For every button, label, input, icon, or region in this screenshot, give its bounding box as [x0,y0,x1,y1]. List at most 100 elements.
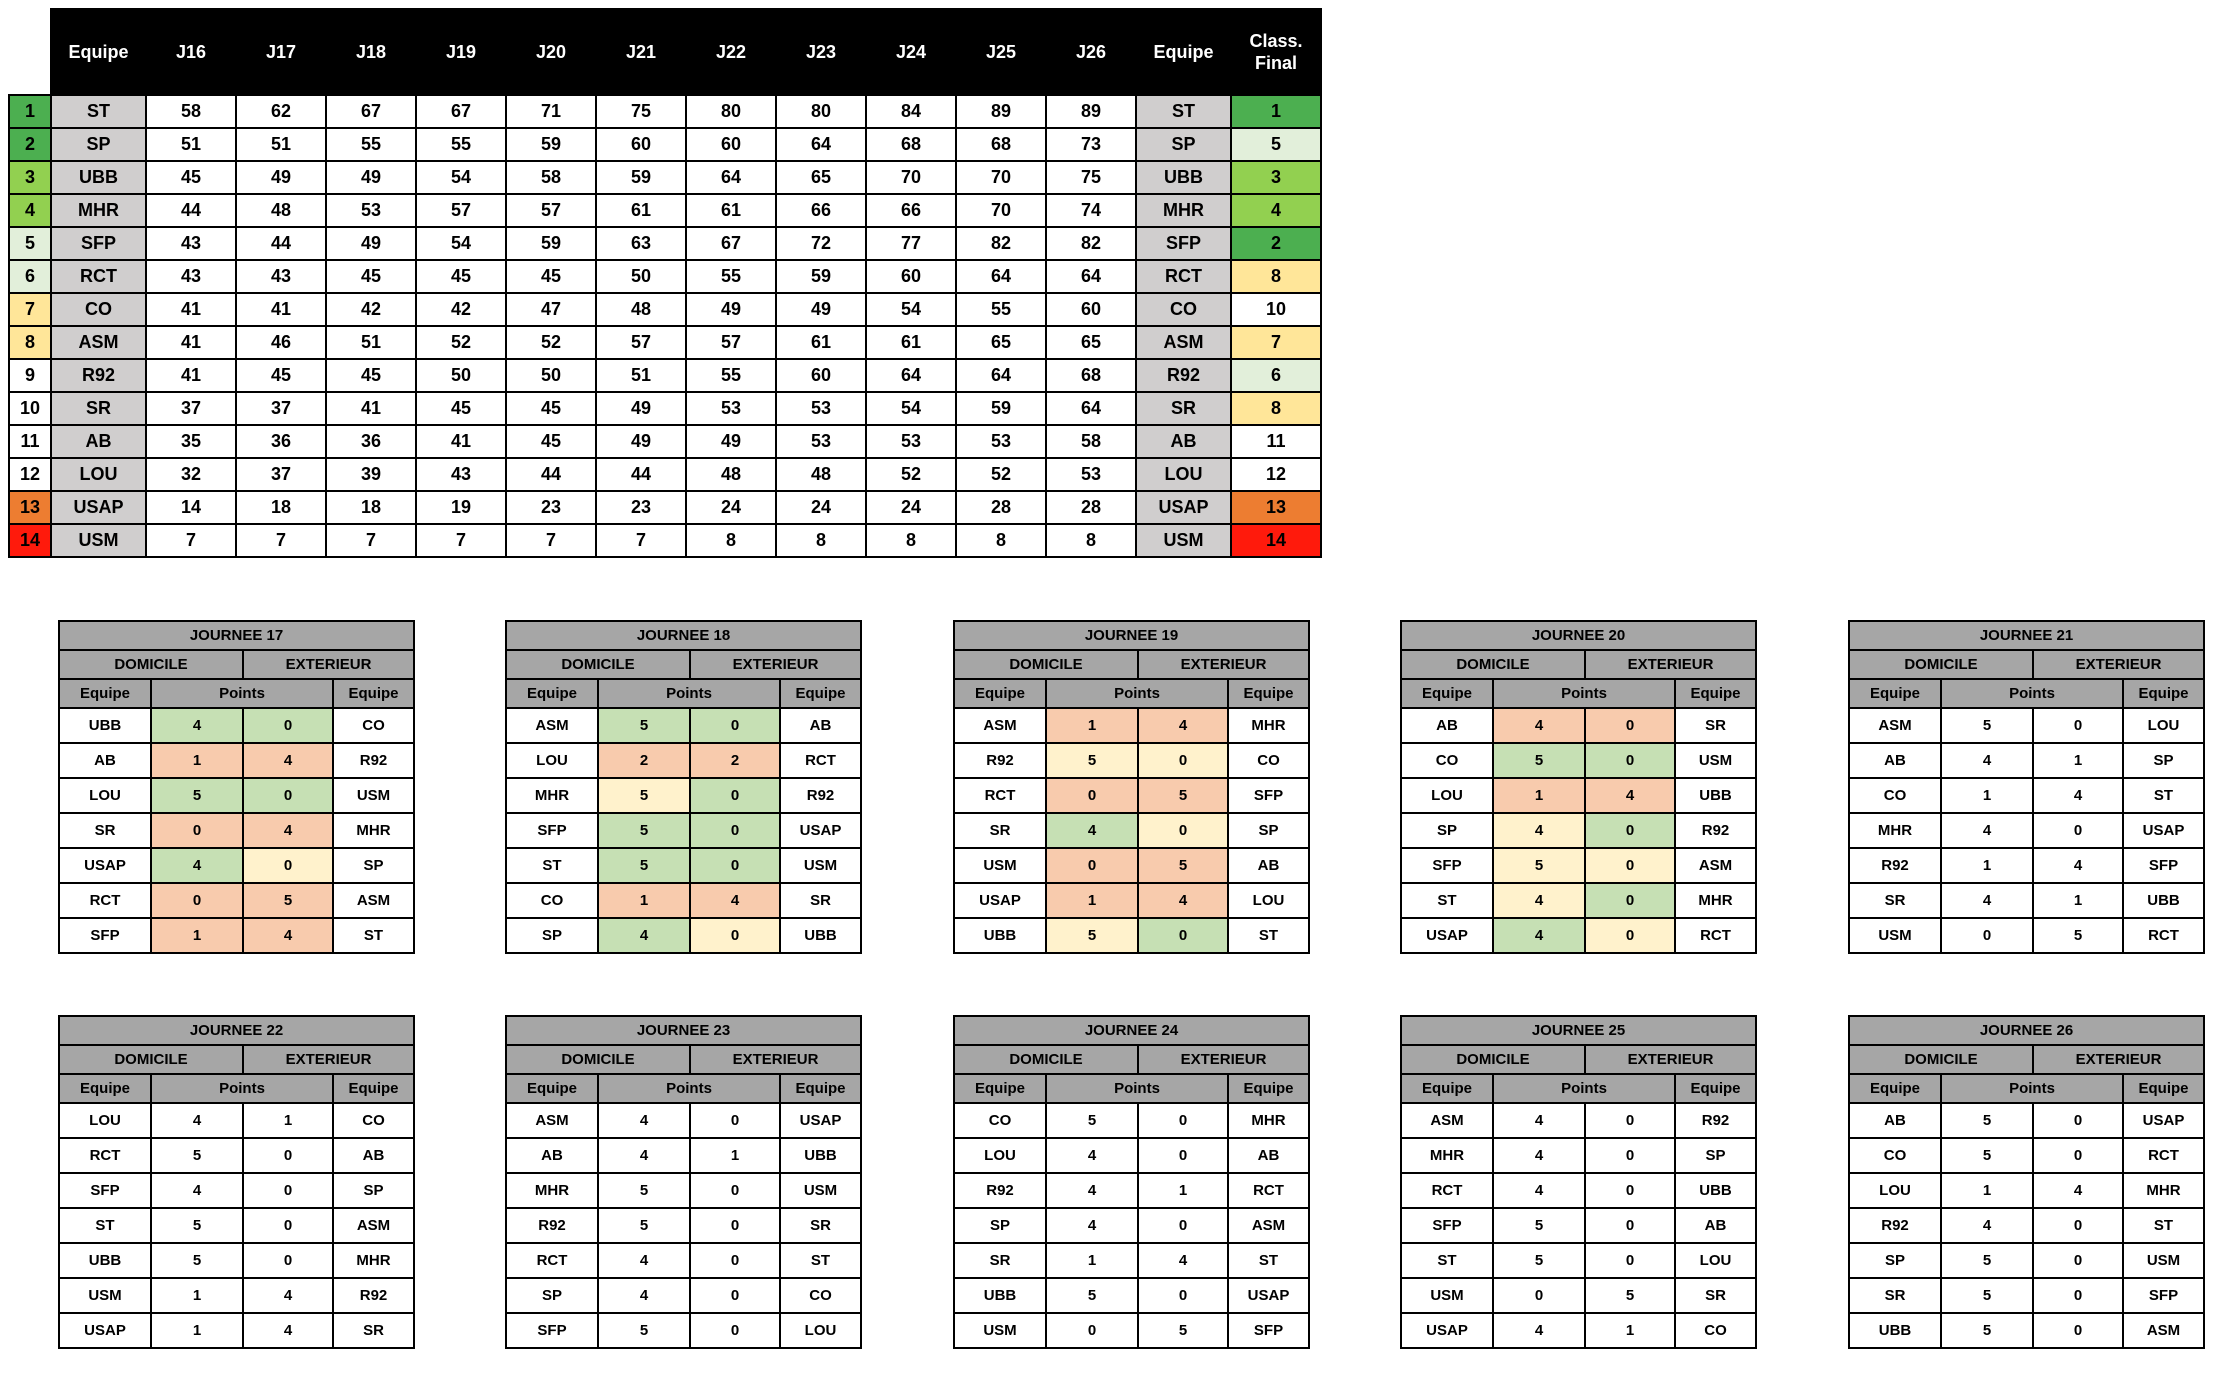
match-row: ASM 5 0 LOU [1848,707,2205,744]
journee-subheader-row: DOMICILE EXTERIEUR [58,649,415,680]
rank-cell: 8 [8,325,52,360]
team-cell: SFP [50,226,147,261]
home-team-cell: MHR [1848,812,1942,849]
points-cell: 67 [685,226,777,261]
home-team-cell: LOU [58,1102,152,1139]
equipe-home-header: Equipe [505,678,599,709]
points-cell: 50 [595,259,687,294]
match-row: USM 1 4 R92 [58,1277,415,1314]
journee-table: JOURNEE 21 DOMICILE EXTERIEUR Equipe Points E… [1848,620,2205,954]
points-cell: 52 [505,325,597,360]
home-points-cell: 5 [1492,847,1586,884]
away-team-cell: MHR [332,812,415,849]
points-cell: 73 [1045,127,1137,162]
away-team-cell: AB [1227,847,1310,884]
points-cell: 7 [145,523,237,558]
points-cell: 8 [685,523,777,558]
points-cell: 7 [505,523,597,558]
home-team-cell: MHR [1400,1137,1494,1174]
points-cell: 59 [955,391,1047,426]
journee-title: JOURNEE 25 [1400,1015,1757,1046]
points-cell: 53 [1045,457,1137,492]
away-points-cell: 0 [242,1172,334,1209]
points-cell: 52 [955,457,1047,492]
points-cell: 82 [955,226,1047,261]
points-cell: 53 [325,193,417,228]
away-points-cell: 0 [2032,812,2124,849]
points-cell: 48 [235,193,327,228]
away-team-cell: ST [2122,777,2205,814]
match-row: USM 0 5 RCT [1848,917,2205,954]
home-team-cell: SFP [505,812,599,849]
points-cell: 64 [955,358,1047,393]
points-cell: 43 [145,226,237,261]
points-cell: 75 [1045,160,1137,195]
points-header: Points [150,1073,334,1104]
points-cell: 23 [595,490,687,525]
points-cell: 58 [1045,424,1137,459]
home-points-cell: 4 [1492,1172,1586,1209]
away-team-cell: ASM [1674,847,1757,884]
points-cell: 14 [145,490,237,525]
away-team-cell: CO [1674,1312,1757,1349]
away-points-cell: 0 [689,1102,781,1139]
standings-row: 7 CO 41 41 42 42 47 48 49 49 54 55 60 CO 10 [8,292,1322,327]
away-team-cell: USM [779,847,862,884]
final-rank-cell: 2 [1230,226,1322,261]
away-team-cell: USAP [779,1102,862,1139]
away-points-cell: 5 [1137,1312,1229,1349]
home-points-cell: 5 [1940,1102,2034,1139]
rank-cell: 11 [8,424,52,459]
match-row: LOU 4 1 CO [58,1102,415,1139]
journee-title: JOURNEE 24 [953,1015,1310,1046]
home-team-cell: RCT [58,1137,152,1174]
points-cell: 77 [865,226,957,261]
away-team-cell: AB [779,707,862,744]
journee-title: JOURNEE 22 [58,1015,415,1046]
journee-column-header-row: Equipe Points Equipe [505,1073,862,1104]
standings-row: 6 RCT 43 43 45 45 45 50 55 59 60 64 64 RCT 8 [8,259,1322,294]
home-team-cell: SFP [58,1172,152,1209]
away-team-cell: UBB [779,917,862,954]
journee-column-header-row: Equipe Points Equipe [953,678,1310,709]
rank-cell: 4 [8,193,52,228]
standings-row: 1 ST 58 62 67 67 71 75 80 80 84 89 89 ST 1 [8,94,1322,129]
equipe-home-header: Equipe [953,1073,1047,1104]
home-team-cell: USM [953,847,1047,884]
points-cell: 49 [325,226,417,261]
away-team-cell: SR [332,1312,415,1349]
away-team-cell: ST [2122,1207,2205,1244]
journee-column-header-row: Equipe Points Equipe [58,678,415,709]
home-team-cell: SR [953,812,1047,849]
match-row: RCT 4 0 ST [505,1242,862,1279]
rank-cell: 6 [8,259,52,294]
points-cell: 7 [235,523,327,558]
home-team-cell: CO [953,1102,1047,1139]
points-header: Points [597,678,781,709]
standings-row: 8 ASM 41 46 51 52 52 57 57 61 61 65 65 ASM 7 [8,325,1322,360]
journee-title: JOURNEE 20 [1400,620,1757,651]
match-row: SFP 5 0 AB [1400,1207,1757,1244]
away-points-cell: 1 [2032,882,2124,919]
home-points-cell: 5 [1940,707,2034,744]
home-points-cell: 0 [1045,1312,1139,1349]
home-points-cell: 4 [1940,742,2034,779]
match-row: USM 0 5 SFP [953,1312,1310,1349]
points-header: Points [1492,1073,1676,1104]
points-cell: 55 [955,292,1047,327]
match-row: ST 5 0 USM [505,847,862,884]
home-points-cell: 1 [150,917,244,954]
away-points-cell: 0 [689,1277,781,1314]
away-team-cell: RCT [1227,1172,1310,1209]
equipe-away-header: Equipe [1674,1073,1757,1104]
away-points-cell: 5 [1137,777,1229,814]
points-cell: 43 [145,259,237,294]
away-points-cell: 0 [1584,1172,1676,1209]
away-points-cell: 0 [1584,812,1676,849]
match-row: ASM 4 0 R92 [1400,1102,1757,1139]
points-cell: 82 [1045,226,1137,261]
home-team-cell: MHR [505,777,599,814]
away-points-cell: 0 [2032,1207,2124,1244]
home-points-cell: 5 [1492,742,1586,779]
match-row: USAP 4 1 CO [1400,1312,1757,1349]
